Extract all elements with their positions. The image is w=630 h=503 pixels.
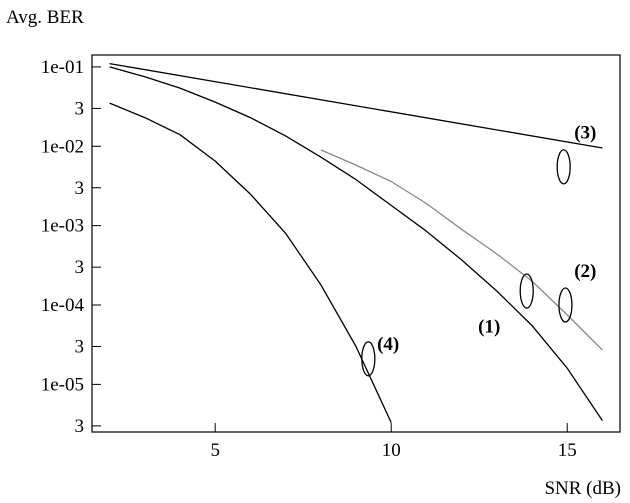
y-tick-label: 3 [75, 178, 85, 199]
annotations: (1) (2) (3) (4) [361, 123, 596, 377]
x-tick-label: 10 [382, 440, 401, 461]
y-tick-label: 1e-01 [41, 57, 84, 78]
annotation-ellipse [361, 341, 376, 377]
series-line-4 [109, 102, 392, 423]
y-tick-label: 3 [75, 98, 85, 119]
y-tick-label: 3 [75, 257, 85, 278]
x-tick-label: 15 [558, 440, 577, 461]
series-line-1 [109, 66, 603, 421]
y-tick-label: 1e-04 [41, 295, 85, 316]
series-line-3 [109, 62, 603, 149]
series-line-2 [320, 149, 603, 351]
x-axis-label: SNR (dB) [544, 478, 621, 499]
y-tick-label: 3 [75, 416, 85, 437]
x-tick-label: 5 [210, 440, 220, 461]
annotation-ellipse [558, 287, 573, 323]
y-tick-label: 1e-05 [41, 374, 84, 395]
annotation-label: (1) [478, 317, 500, 338]
y-tick-label: 1e-02 [41, 136, 84, 157]
y-tick-label: 3 [75, 337, 85, 358]
series-layer [109, 62, 603, 423]
annotation-label: (4) [377, 334, 399, 355]
annotation-label: (2) [574, 261, 596, 282]
annotation-ellipse [556, 149, 571, 185]
annotation-label: (3) [574, 123, 596, 144]
y-axis-label: Avg. BER [6, 7, 84, 28]
y-tick-label: 1e-03 [41, 216, 84, 237]
ticks: 5 10 15 1e-01 3 1e-02 3 1e-03 3 1e-04 3 1e-05 3 [41, 57, 577, 461]
plot-frame [91, 54, 621, 433]
annotation-ellipse [519, 273, 534, 309]
